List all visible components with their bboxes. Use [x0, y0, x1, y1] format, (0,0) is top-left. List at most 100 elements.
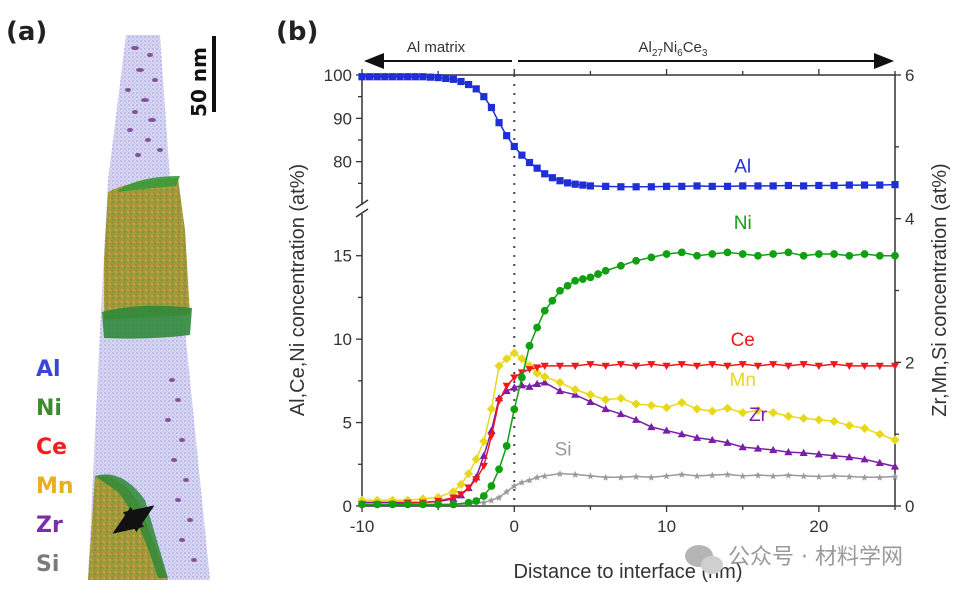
legend-entry-al: Al: [36, 357, 61, 382]
data-point-al: [693, 182, 701, 190]
data-point-ce: [456, 491, 466, 499]
data-point-ce: [860, 362, 869, 370]
data-point-al: [632, 183, 640, 191]
data-point-si: [556, 470, 564, 478]
legend-entry-ce: Ce: [36, 435, 67, 460]
data-point-ni: [510, 405, 519, 414]
series-ni: [358, 248, 899, 509]
data-point-zr: [601, 404, 610, 413]
data-point-al: [373, 73, 381, 81]
data-point-mn: [783, 411, 793, 421]
data-point-si: [503, 488, 511, 496]
data-point-mn: [509, 348, 519, 358]
data-point-ce: [616, 361, 625, 369]
data-point-mn: [524, 361, 535, 371]
data-point-mn: [799, 413, 809, 423]
data-point-ce: [533, 364, 542, 372]
data-point-al: [396, 73, 404, 81]
data-point-al: [579, 181, 587, 189]
y-tick-label-right: 2: [905, 353, 914, 372]
interface-cap-bottom: [102, 305, 192, 339]
panel-a: (a): [6, 17, 216, 580]
data-point-al: [419, 73, 427, 81]
data-point-ni: [632, 256, 641, 265]
data-point-al: [678, 182, 686, 190]
series-label-mn: Mn: [730, 370, 756, 391]
y-tick-label-left: 90: [333, 109, 352, 128]
data-point-mn: [570, 385, 580, 395]
data-point-si: [571, 470, 579, 478]
data-point-si: [632, 473, 640, 481]
panel-b: (b) Al matrix Al27Ni6Ce3 -10 0 10 208090100…: [276, 17, 951, 583]
scale-bar-label: 50 nm: [187, 47, 211, 117]
data-point-mn: [707, 406, 717, 416]
data-point-zr: [769, 445, 778, 454]
data-point-ni: [487, 482, 496, 490]
data-point-mn: [532, 368, 542, 378]
data-point-ni: [502, 442, 511, 450]
data-point-si: [533, 473, 541, 481]
data-point-mn: [738, 408, 748, 418]
data-point-al: [525, 158, 534, 167]
y-tick-label-left: 0: [343, 497, 352, 516]
data-point-mn: [540, 372, 550, 382]
data-point-mn: [616, 393, 626, 403]
data-point-ce: [601, 362, 610, 370]
data-point-ni: [373, 500, 382, 509]
data-point-mn: [692, 404, 702, 414]
data-point-ni: [419, 500, 427, 509]
data-point-ce: [502, 382, 511, 390]
data-point-ni: [571, 276, 580, 285]
data-point-al: [442, 74, 450, 83]
x-tick-label: 10: [657, 517, 676, 536]
data-point-ce: [677, 361, 686, 369]
element-legend: Al Ni Ce Mn Zr Si: [36, 357, 74, 577]
intermetallic-particle-upper: [104, 178, 190, 320]
data-point-si: [602, 473, 610, 481]
data-point-mn: [890, 435, 900, 445]
data-point-ce: [769, 361, 778, 369]
data-point-si: [487, 496, 495, 504]
data-point-ni: [830, 250, 838, 258]
data-point-si: [541, 472, 549, 480]
y-tick-label-left: 10: [333, 330, 352, 349]
x-tick-label: 0: [510, 517, 519, 536]
data-point-ni: [845, 251, 854, 260]
data-point-zr: [708, 435, 717, 444]
data-point-al: [800, 182, 808, 190]
axis-break-mark: [355, 208, 369, 218]
data-point-al: [876, 181, 884, 189]
data-point-ce: [487, 432, 496, 441]
data-point-zr: [662, 426, 671, 434]
data-point-ni: [860, 250, 869, 258]
series-label-ce: Ce: [731, 330, 755, 351]
panel-b-label: (b): [276, 17, 318, 47]
data-point-al: [510, 142, 518, 151]
watermark-text: 公众号 · 材料学网: [728, 545, 903, 570]
data-point-ce: [647, 361, 656, 369]
data-point-al: [563, 179, 572, 187]
data-point-ce: [479, 462, 488, 471]
data-point-al: [815, 181, 823, 190]
data-point-ce: [525, 366, 534, 374]
data-point-al: [381, 73, 389, 81]
data-point-ce: [799, 361, 808, 369]
data-point-zr: [753, 444, 763, 452]
data-point-ni: [784, 248, 793, 257]
data-point-al: [617, 183, 625, 191]
series-line-ni: [362, 251, 895, 506]
data-point-zr: [738, 442, 747, 451]
data-point-ni: [479, 492, 488, 500]
data-point-ni: [563, 281, 572, 290]
x-tick-label: 20: [809, 517, 828, 536]
data-point-mn: [646, 400, 656, 411]
data-point-ni: [518, 373, 526, 382]
data-point-ce: [738, 361, 747, 369]
data-point-al: [602, 182, 610, 190]
data-point-al: [860, 181, 869, 189]
data-point-si: [800, 472, 808, 480]
data-point-al: [662, 182, 671, 190]
data-point-al: [434, 74, 442, 82]
data-point-ce: [875, 362, 884, 370]
